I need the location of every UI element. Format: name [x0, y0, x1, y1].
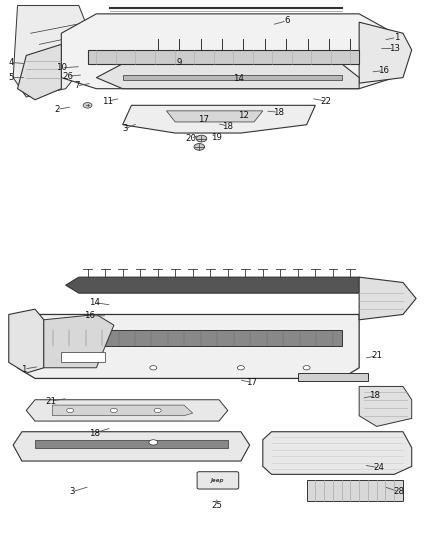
Text: 5: 5 [8, 73, 14, 82]
Polygon shape [88, 50, 359, 64]
Polygon shape [18, 314, 359, 378]
Polygon shape [26, 400, 228, 421]
Polygon shape [359, 277, 416, 320]
Polygon shape [44, 330, 342, 346]
Polygon shape [263, 432, 412, 474]
Text: 21: 21 [45, 397, 56, 406]
Polygon shape [13, 432, 250, 461]
Text: 3: 3 [122, 124, 127, 133]
Polygon shape [307, 480, 403, 501]
Text: 24: 24 [373, 463, 385, 472]
Text: 6: 6 [284, 17, 290, 25]
Polygon shape [61, 352, 105, 362]
Text: 22: 22 [321, 96, 332, 106]
Text: 14: 14 [233, 75, 244, 84]
Text: 1: 1 [394, 33, 399, 42]
Circle shape [150, 366, 157, 370]
Text: 18: 18 [272, 108, 284, 117]
Circle shape [237, 366, 244, 370]
Text: 17: 17 [198, 115, 209, 124]
Text: 2: 2 [54, 105, 60, 114]
FancyBboxPatch shape [197, 472, 239, 489]
Text: 4: 4 [8, 58, 14, 67]
Polygon shape [35, 440, 228, 448]
Polygon shape [44, 314, 114, 368]
Text: 26: 26 [62, 72, 74, 80]
Circle shape [303, 366, 310, 370]
Polygon shape [166, 111, 263, 122]
Text: 18: 18 [369, 391, 380, 400]
Polygon shape [61, 14, 394, 88]
Polygon shape [18, 44, 61, 100]
Text: 21: 21 [371, 351, 382, 360]
Text: 20: 20 [185, 134, 196, 143]
Text: 3: 3 [70, 487, 75, 496]
Text: 13: 13 [389, 44, 400, 53]
Text: 25: 25 [211, 500, 223, 510]
Polygon shape [123, 75, 342, 80]
Text: 12: 12 [237, 110, 249, 119]
Text: 7: 7 [74, 82, 79, 91]
Text: 16: 16 [84, 311, 95, 320]
Circle shape [110, 408, 117, 413]
Text: 16: 16 [378, 66, 389, 75]
Text: 19: 19 [212, 133, 222, 142]
Text: 9: 9 [177, 58, 182, 67]
Circle shape [194, 143, 205, 150]
Polygon shape [13, 5, 96, 97]
Text: 28: 28 [393, 487, 404, 496]
Circle shape [149, 440, 158, 445]
Circle shape [83, 102, 92, 108]
Polygon shape [123, 106, 315, 133]
Circle shape [196, 135, 207, 142]
Text: 18: 18 [88, 429, 100, 438]
Text: 1: 1 [21, 365, 27, 374]
Text: 10: 10 [56, 63, 67, 72]
Circle shape [154, 408, 161, 413]
Polygon shape [66, 277, 372, 293]
Polygon shape [9, 309, 44, 373]
Polygon shape [359, 386, 412, 426]
Text: 14: 14 [88, 298, 100, 307]
Text: 17: 17 [246, 378, 258, 387]
Text: 11: 11 [102, 96, 113, 106]
Text: 18: 18 [222, 122, 233, 131]
Polygon shape [359, 22, 412, 83]
Circle shape [67, 408, 74, 413]
Polygon shape [53, 405, 193, 416]
Text: Jeep: Jeep [211, 478, 224, 483]
Polygon shape [96, 64, 359, 88]
Polygon shape [298, 373, 368, 381]
